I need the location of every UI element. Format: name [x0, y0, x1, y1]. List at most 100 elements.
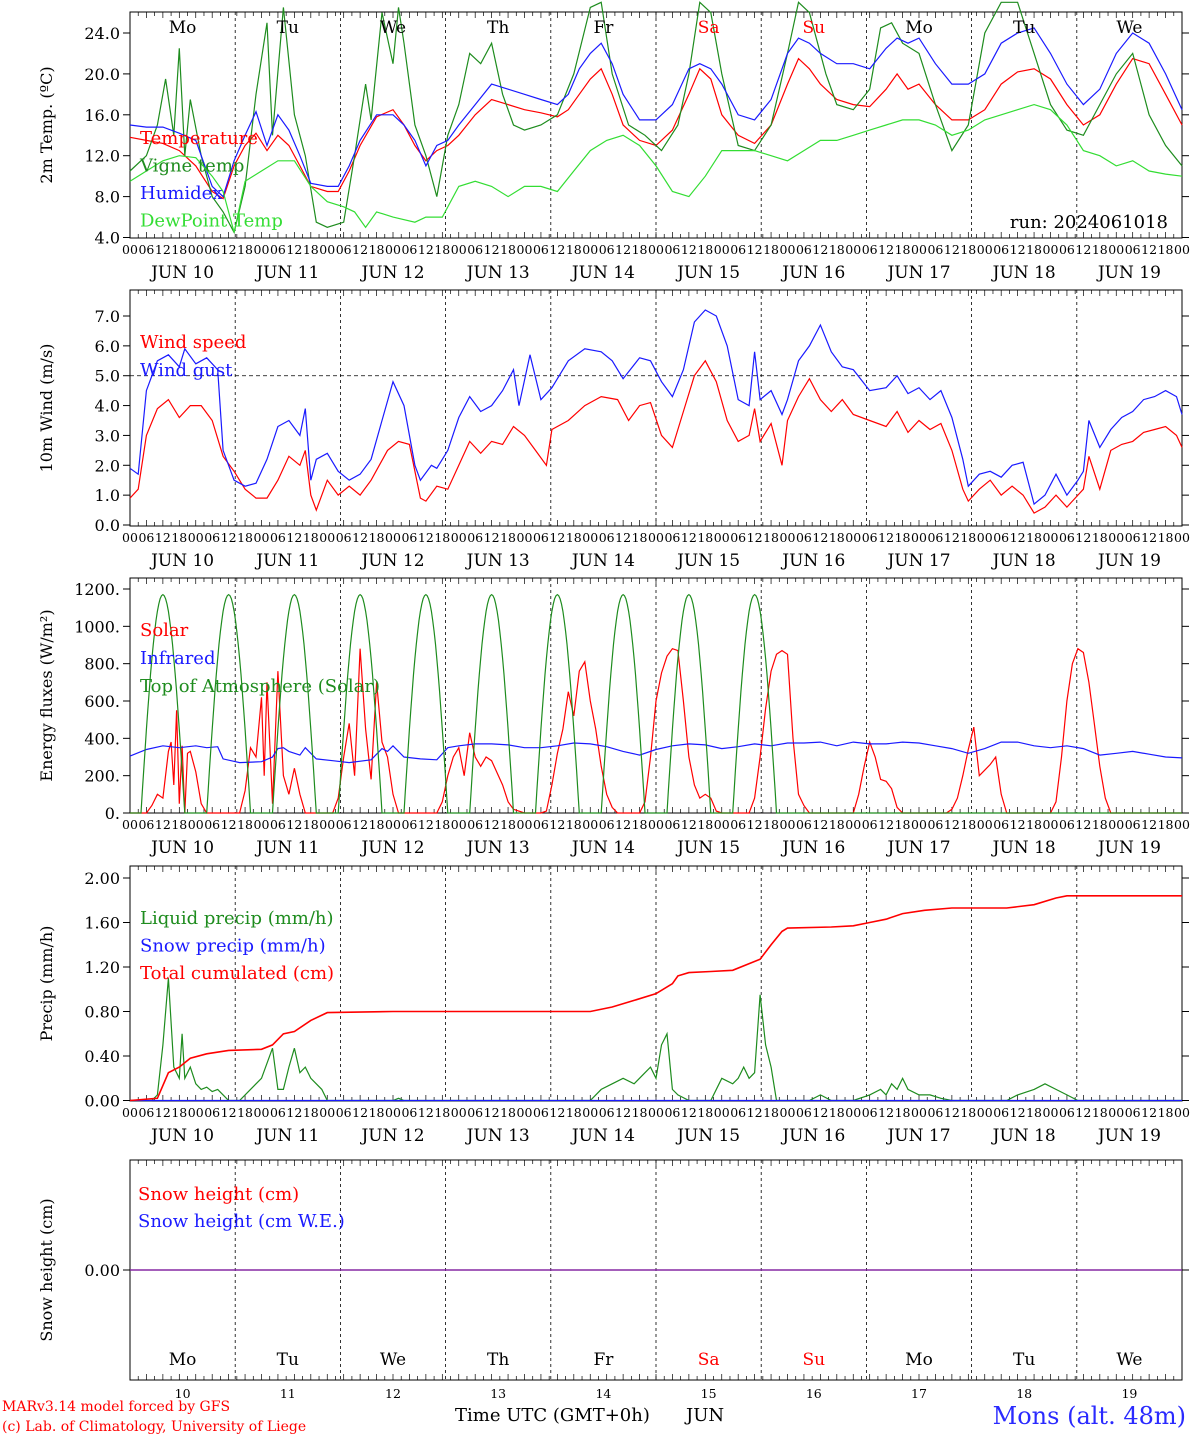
wind-hour-label: 00: [1174, 530, 1190, 545]
energy-hour-label: 06: [993, 817, 1009, 832]
energy-hour-label: 12: [1075, 817, 1091, 832]
weekday-label-bottom: Tu: [1013, 1350, 1035, 1370]
energy-hour-label: 06: [533, 817, 549, 832]
wind-date-label: JUN 17: [885, 551, 950, 571]
wind-hour-label: 06: [138, 530, 154, 545]
temp-hour-label: 06: [599, 242, 615, 257]
wind-hour-label: 00: [451, 530, 467, 545]
energy-hour-label: 18: [237, 817, 253, 832]
wind-ytick-label: 1.0: [95, 486, 120, 505]
weekday-label-top: We: [1116, 18, 1142, 38]
energy-ytick-label: 200.: [84, 767, 120, 786]
temp-hour-label: 18: [237, 242, 253, 257]
weekday-label-top: Th: [487, 18, 509, 38]
energy-hour-label: 06: [401, 817, 417, 832]
energy-hour-label: 18: [1158, 817, 1174, 832]
wind-hour-label: 12: [615, 530, 631, 545]
energy-hour-label: 00: [582, 817, 598, 832]
energy-hour-label: 18: [829, 817, 845, 832]
weekday-label-bottom: Sa: [698, 1350, 720, 1370]
precip-hour-label: 12: [615, 1105, 631, 1120]
wind-panel: 0.0 1.0 2.0 3.0 4.0 5.0 6.0 7.0 10m Wind (m/s) Wi…: [37, 289, 1190, 571]
precip-hour-label: 18: [632, 1105, 648, 1120]
energy-hour-label: 12: [221, 817, 237, 832]
precip-date-label: JUN 12: [359, 1126, 424, 1146]
precip-hour-label: 12: [1141, 1105, 1157, 1120]
energy-date-label: JUN 17: [885, 838, 950, 858]
precip-hour-label: 18: [171, 1105, 187, 1120]
precip-hour-label: 18: [895, 1105, 911, 1120]
precip-hour-label: 12: [484, 1105, 500, 1120]
energy-legend-infrared: Infrared: [140, 648, 215, 669]
precip-hour-label: 12: [747, 1105, 763, 1120]
energy-hour-label: 00: [714, 817, 730, 832]
weekday-label-bottom: Th: [487, 1350, 509, 1370]
temp-hour-label: 06: [730, 242, 746, 257]
energy-hour-label: 06: [1125, 817, 1141, 832]
temp-series-vigne-temp: [129, 1, 1183, 235]
wind-hour-label: 18: [763, 530, 779, 545]
wind-hour-label: 12: [221, 530, 237, 545]
energy-hour-label: 12: [484, 817, 500, 832]
energy-date-label: JUN 18: [991, 838, 1056, 858]
temp-legend-temperature: Temperature: [140, 128, 258, 149]
precip-hour-label: 06: [336, 1105, 352, 1120]
precip-hour-label: 18: [1158, 1105, 1174, 1120]
temp-date-label: JUN 19: [1096, 263, 1161, 283]
precip-legend-snow-precip-mm-h-: Snow precip (mm/h): [140, 936, 326, 957]
temp-hour-label: 00: [319, 242, 335, 257]
energy-ytick-label: 1000.: [74, 617, 120, 636]
energy-hour-label: 00: [319, 817, 335, 832]
energy-hour-label: 12: [549, 817, 565, 832]
temp-hour-label: 18: [1158, 242, 1174, 257]
wind-hour-label: 12: [1141, 530, 1157, 545]
precip-date-label: JUN 13: [465, 1126, 530, 1146]
weekday-label-top: Sa: [698, 18, 720, 38]
temp-hour-label: 12: [747, 242, 763, 257]
energy-hour-label: 12: [615, 817, 631, 832]
wind-hour-label: 18: [1158, 530, 1174, 545]
wind-hour-label: 06: [204, 530, 220, 545]
precip-hour-label: 00: [911, 1105, 927, 1120]
wind-hour-label: 00: [714, 530, 730, 545]
snow-legend-snow-height-cm-: Snow height (cm): [138, 1184, 299, 1205]
precip-hour-label: 18: [829, 1105, 845, 1120]
day-number-label: 19: [1121, 1386, 1137, 1401]
precip-date-label: JUN 18: [991, 1126, 1056, 1146]
wind-date-label: JUN 16: [780, 551, 845, 571]
energy-hour-label: 00: [977, 817, 993, 832]
weekday-label-top: We: [380, 18, 406, 38]
temp-hour-label: 12: [221, 242, 237, 257]
wind-hour-label: 12: [747, 530, 763, 545]
wind-date-label: JUN 13: [465, 551, 530, 571]
time-axis-title: Time UTC (GMT+0h): [455, 1405, 650, 1426]
run-label: run: 2024061018: [1010, 212, 1168, 233]
temp-hour-label: 12: [944, 242, 960, 257]
wind-ytick-label: 7.0: [95, 307, 120, 326]
energy-hour-label: 06: [1059, 817, 1075, 832]
weekday-label-top: Fr: [593, 18, 614, 38]
temp-hour-label: 18: [1026, 242, 1042, 257]
precip-hour-label: 18: [697, 1105, 713, 1120]
temp-date-label: JUN 10: [149, 263, 214, 283]
energy-date-label: JUN 14: [570, 838, 635, 858]
precip-series-total-cumulated-cm-: [129, 895, 1182, 1102]
temp-hour-label: 06: [1059, 242, 1075, 257]
temp-ytick-label: 24.0: [84, 24, 120, 43]
temp-hour-label: 06: [993, 242, 1009, 257]
energy-date-label: JUN 11: [254, 838, 319, 858]
precip-hour-label: 12: [812, 1105, 828, 1120]
wind-hour-label: 18: [171, 530, 187, 545]
temp-ylabel: 2m Temp. (ºC): [37, 66, 56, 183]
temp-hour-label: 06: [862, 242, 878, 257]
day-number-label: 12: [385, 1386, 401, 1401]
wind-hour-label: 12: [878, 530, 894, 545]
precip-hour-label: 00: [254, 1105, 270, 1120]
energy-hour-label: 12: [1010, 817, 1026, 832]
wind-ytick-label: 6.0: [95, 337, 120, 356]
wind-hour-label: 06: [796, 530, 812, 545]
temp-date-label: JUN 18: [991, 263, 1056, 283]
temp-date-label: JUN 17: [885, 263, 950, 283]
precip-hour-label: 06: [270, 1105, 286, 1120]
